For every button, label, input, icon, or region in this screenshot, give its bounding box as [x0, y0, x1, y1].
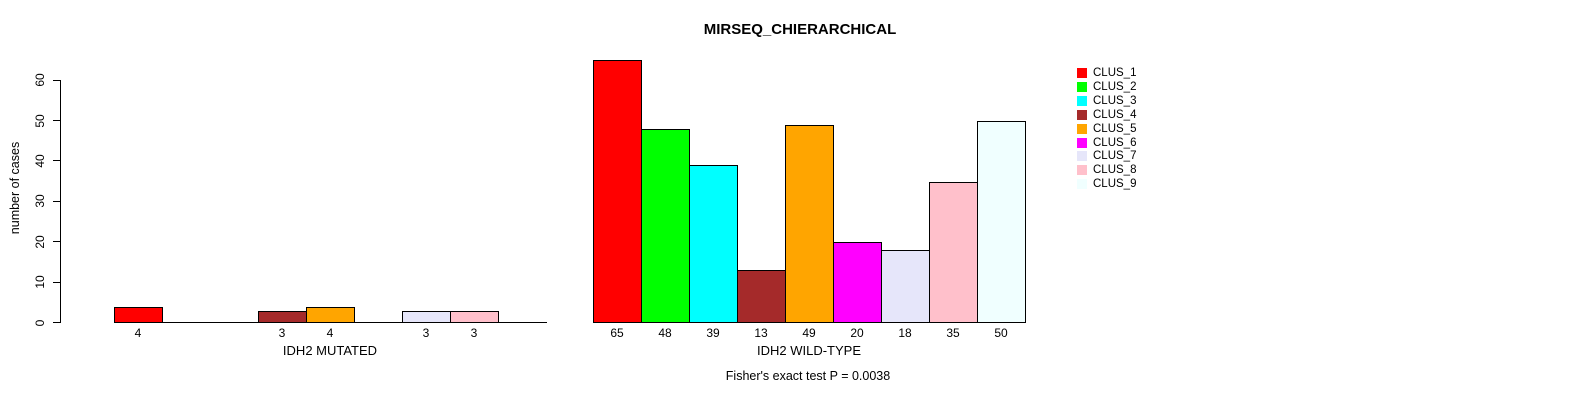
bar-value-label: 49: [802, 326, 816, 340]
x-axis-label-mutated: IDH2 MUTATED: [282, 343, 378, 358]
legend-item: CLUS_1: [1077, 67, 1136, 79]
bar-clus_4: [737, 270, 786, 323]
bar-clus_8: [929, 182, 978, 323]
bar-clus_1: [593, 60, 642, 323]
bar-clus_9: [977, 121, 1026, 323]
legend-item: CLUS_8: [1077, 164, 1136, 176]
bar-clus_7: [881, 250, 930, 323]
bar-value-label: 3: [278, 326, 286, 340]
legend-label: CLUS_6: [1093, 136, 1137, 149]
legend-label: CLUS_5: [1093, 122, 1137, 135]
y-tick-label: 60: [33, 73, 47, 87]
legend-item: CLUS_7: [1077, 150, 1136, 162]
legend-item: CLUS_5: [1077, 123, 1136, 135]
legend-item: CLUS_4: [1077, 109, 1136, 121]
legend-label: CLUS_7: [1093, 150, 1137, 163]
y-tick-label: 50: [33, 113, 47, 128]
y-axis-line: [60, 79, 61, 323]
legend-item: CLUS_2: [1077, 81, 1136, 93]
bar-clus_8: [450, 311, 499, 323]
bar-clus_7: [402, 311, 451, 323]
bar-value-label: 39: [706, 326, 720, 340]
y-tick-label: 40: [33, 154, 47, 168]
bar-clus_5: [785, 125, 834, 323]
bar-clus_5: [306, 307, 355, 323]
y-tick-label: 20: [33, 235, 47, 249]
legend-swatch: [1077, 81, 1087, 92]
legend-item: CLUS_3: [1077, 95, 1136, 107]
legend-swatch: [1077, 109, 1087, 120]
bar-value-label: 20: [850, 326, 864, 340]
y-tick-label: 10: [33, 275, 47, 289]
x-axis-label-wildtype: IDH2 WILD-TYPE: [756, 343, 862, 358]
legend-swatch: [1077, 151, 1087, 162]
chart-title: MIRSEQ_CHIERARCHICAL: [703, 21, 897, 38]
legend-swatch: [1077, 137, 1087, 148]
bar-clus_3: [689, 165, 738, 323]
bar-value-label: 35: [946, 326, 960, 340]
legend-swatch: [1077, 179, 1087, 190]
legend-swatch: [1077, 95, 1087, 106]
bar-value-label: 18: [898, 326, 912, 340]
legend-label: CLUS_4: [1093, 108, 1137, 121]
bar-value-label: 48: [658, 326, 672, 340]
y-tick: [53, 200, 60, 202]
legend-label: CLUS_1: [1093, 67, 1137, 79]
y-tick: [53, 241, 60, 243]
bar-value-label: 13: [754, 326, 768, 340]
bar-clus_6: [833, 242, 882, 323]
bar-clus_2: [641, 129, 690, 323]
bar-value-label: 4: [326, 326, 334, 340]
legend-swatch: [1077, 68, 1087, 78]
legend-label: CLUS_9: [1093, 178, 1137, 191]
y-tick: [53, 281, 60, 283]
y-tick: [53, 79, 60, 81]
bar-clus_4: [258, 311, 307, 323]
legend-item: CLUS_6: [1077, 137, 1136, 149]
legend-label: CLUS_8: [1093, 164, 1137, 177]
bar-value-label: 3: [470, 326, 478, 340]
legend-swatch: [1077, 165, 1087, 176]
y-tick-label: 30: [33, 194, 47, 208]
legend-swatch: [1077, 123, 1087, 134]
footnote: Fisher's exact test P = 0.0038: [725, 369, 891, 383]
bar-value-label: 4: [134, 326, 142, 340]
bar-value-label: 3: [422, 326, 430, 340]
legend-label: CLUS_3: [1093, 94, 1137, 107]
bar-clus_1: [114, 307, 163, 323]
legend-item: CLUS_9: [1077, 178, 1136, 190]
bar-value-label: 65: [610, 326, 624, 340]
legend-label: CLUS_2: [1093, 80, 1137, 93]
y-tick-label: 0: [33, 319, 47, 326]
y-tick: [53, 160, 60, 162]
y-axis-label: number of cases: [8, 141, 22, 235]
y-tick: [53, 120, 60, 121]
bar-value-label: 50: [994, 326, 1008, 340]
y-tick: [53, 322, 60, 323]
